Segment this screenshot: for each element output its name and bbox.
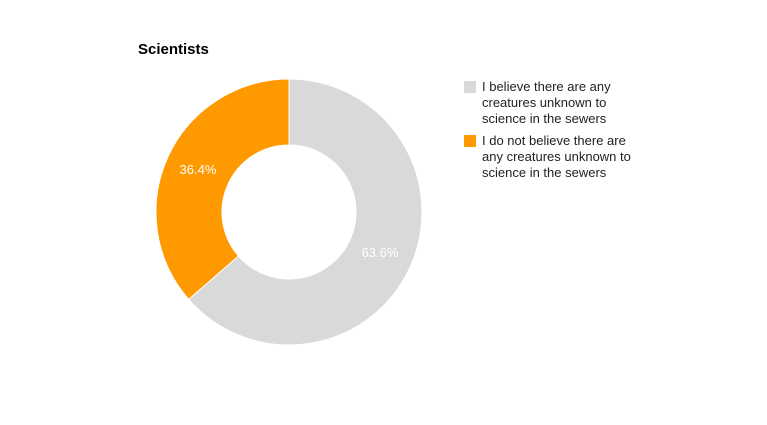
legend-swatch xyxy=(464,81,476,93)
legend-label: I do not believe there are any creatures… xyxy=(482,133,631,180)
legend-item: I believe there are any creatures unknow… xyxy=(464,79,644,127)
data-label: 36.4% xyxy=(180,162,217,177)
legend-swatch xyxy=(464,135,476,147)
slice xyxy=(155,78,290,301)
slice xyxy=(187,78,423,346)
legend-label: I believe there are any creatures unknow… xyxy=(482,79,611,126)
chart-title: Scientists xyxy=(138,41,209,58)
legend-item: I do not believe there are any creatures… xyxy=(464,133,644,181)
data-label: 63.6% xyxy=(362,245,399,260)
